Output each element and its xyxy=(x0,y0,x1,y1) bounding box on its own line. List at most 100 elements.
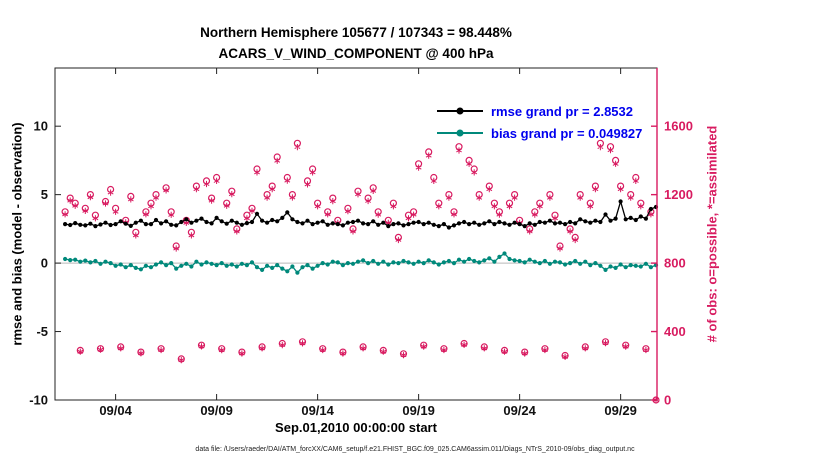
bias-marker xyxy=(451,261,457,266)
rmse-marker xyxy=(568,219,573,225)
rmse-marker xyxy=(179,219,184,225)
bias-marker xyxy=(159,260,164,265)
bias-marker xyxy=(547,261,553,266)
bias-marker xyxy=(598,263,603,268)
bias-marker xyxy=(285,269,290,274)
bias-marker xyxy=(537,261,542,266)
bias-marker xyxy=(118,262,123,267)
rmse-marker xyxy=(330,221,335,226)
rmse-marker xyxy=(315,220,320,225)
right-tick-label: 400 xyxy=(664,324,686,339)
bias-marker xyxy=(426,258,431,263)
bias-marker xyxy=(249,260,255,265)
rmse-marker xyxy=(613,216,618,221)
rmse-marker xyxy=(512,220,517,225)
bias-marker xyxy=(386,262,391,267)
rmse-marker xyxy=(113,222,118,227)
bias-marker xyxy=(108,261,113,266)
rmse-marker xyxy=(295,219,300,225)
left-tick-label: -5 xyxy=(36,324,48,339)
rmse-marker xyxy=(603,212,608,217)
rmse-marker xyxy=(300,221,305,226)
bias-marker xyxy=(487,256,492,261)
bias-marker xyxy=(350,261,356,266)
bias-marker xyxy=(522,260,527,265)
bias-marker xyxy=(436,262,441,267)
rmse-marker xyxy=(406,222,411,227)
bias-marker xyxy=(512,258,517,263)
bias-marker xyxy=(234,264,239,269)
rmse-marker xyxy=(391,222,396,227)
rmse-marker xyxy=(325,222,330,227)
rmse-marker xyxy=(527,221,532,226)
rmse-marker xyxy=(522,224,527,229)
rmse-marker xyxy=(537,219,542,225)
rmse-marker xyxy=(310,222,315,227)
rmse-marker-icon xyxy=(456,107,464,115)
rmse-marker xyxy=(174,223,179,228)
bias-marker xyxy=(143,263,148,268)
bias-marker xyxy=(527,257,532,262)
rmse-marker xyxy=(492,222,497,227)
bias-marker xyxy=(366,261,371,266)
rmse-marker xyxy=(270,217,275,223)
bias-marker xyxy=(179,263,184,268)
right-axis-label: # of obs: o=possible, *=assimilated xyxy=(704,125,720,343)
legend-label-bias: bias grand pr = 0.049827 xyxy=(491,125,643,141)
bias-marker xyxy=(456,257,462,262)
bias-marker xyxy=(305,263,310,268)
bias-marker xyxy=(174,266,179,271)
rmse-marker xyxy=(497,219,502,225)
x-tick-label: 09/24 xyxy=(503,403,536,418)
rmse-marker xyxy=(128,223,133,228)
bias-marker xyxy=(532,259,537,264)
rmse-marker xyxy=(350,219,356,225)
bias-marker xyxy=(477,260,482,265)
rmse-marker xyxy=(133,220,138,225)
rmse-marker xyxy=(588,220,593,225)
bias-marker xyxy=(482,258,487,263)
bias-marker xyxy=(148,265,154,270)
bias-marker xyxy=(361,258,366,263)
bias-marker xyxy=(557,260,563,265)
rmse-marker xyxy=(542,220,548,225)
rmse-marker xyxy=(194,218,199,223)
bias-marker xyxy=(633,263,638,268)
bias-marker xyxy=(138,267,143,272)
bias-marker xyxy=(88,260,93,265)
rmse-marker xyxy=(618,199,623,204)
rmse-marker xyxy=(88,221,93,226)
title-line1: Northern Hemisphere 105677 / 107343 = 98… xyxy=(200,25,512,40)
bias-marker xyxy=(507,256,512,262)
rmse-marker xyxy=(320,219,325,224)
rmse-marker xyxy=(396,221,401,226)
bias-marker xyxy=(164,263,169,268)
left-axis-label: rmse and bias (model - observation) xyxy=(9,122,25,346)
rmse-marker xyxy=(487,219,492,224)
bias-marker xyxy=(290,264,295,269)
rmse-marker xyxy=(371,219,376,224)
bias-marker xyxy=(153,262,159,267)
bias-marker xyxy=(502,251,507,256)
bias-marker xyxy=(411,261,416,266)
rmse-marker xyxy=(376,222,381,227)
rmse-marker xyxy=(83,223,88,228)
rmse-marker xyxy=(477,222,482,227)
rmse-marker xyxy=(78,222,83,227)
rmse-marker xyxy=(335,222,340,227)
rmse-marker xyxy=(426,220,431,225)
bias-marker xyxy=(310,266,315,271)
rmse-line-swatch xyxy=(437,107,483,115)
bias-marker xyxy=(492,259,497,264)
rmse-marker xyxy=(411,220,416,225)
rmse-marker xyxy=(239,222,244,227)
bias-marker xyxy=(254,265,260,270)
bias-marker xyxy=(416,259,421,264)
rmse-marker xyxy=(63,222,68,227)
bias-marker xyxy=(603,267,608,272)
legend-item-bias: bias grand pr = 0.049827 xyxy=(437,122,642,144)
bias-marker xyxy=(623,265,628,270)
rmse-marker xyxy=(189,220,194,225)
bias-marker xyxy=(103,259,108,264)
rmse-marker xyxy=(164,219,169,224)
